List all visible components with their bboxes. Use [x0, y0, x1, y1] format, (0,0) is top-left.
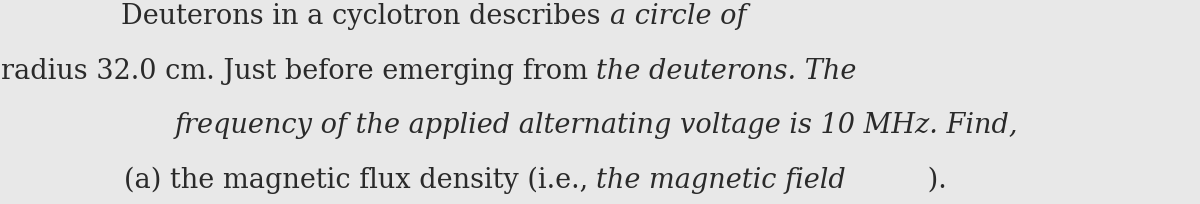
- Text: (a) the magnetic flux density (i.e.,: (a) the magnetic flux density (i.e.,: [124, 166, 596, 194]
- Text: ).: ).: [919, 167, 947, 194]
- Text: frequency of the applied alternating voltage is 10 MHz. Find,: frequency of the applied alternating vol…: [175, 112, 1018, 139]
- Text: a circle of: a circle of: [610, 3, 746, 30]
- Text: radius 32.0 cm. Just before emerging from: radius 32.0 cm. Just before emerging fro…: [1, 58, 596, 84]
- Text: Deuterons in a cyclotron describes: Deuterons in a cyclotron describes: [121, 3, 610, 30]
- Text: the magnetic field: the magnetic field: [596, 167, 846, 194]
- Text: the deuterons. The: the deuterons. The: [596, 58, 857, 84]
